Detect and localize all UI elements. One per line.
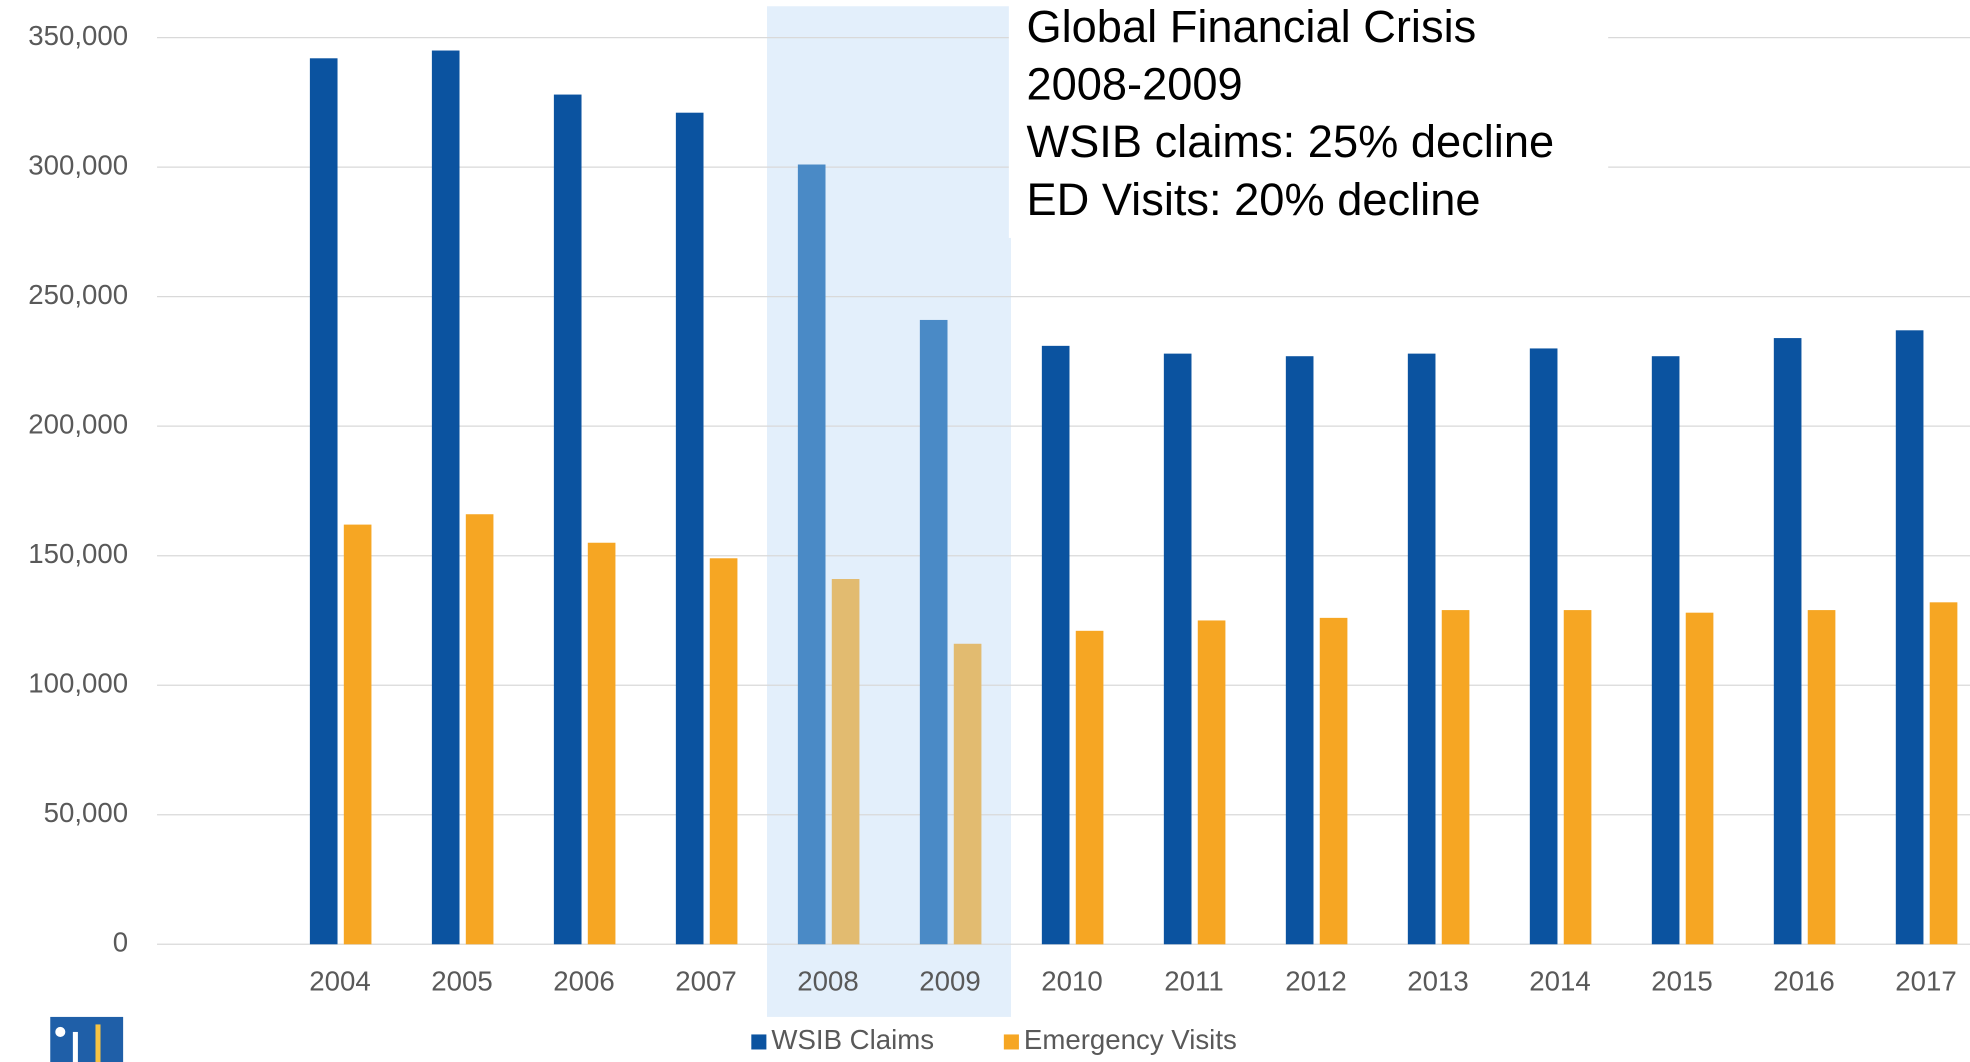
x-tick-label: 2011 [1164,965,1223,996]
annotation-line: 2008-2009 [1026,59,1242,110]
bar [1685,612,1714,945]
bar [797,164,826,945]
x-tick-label: 2006 [553,965,614,996]
x-tick-label: 2010 [1041,965,1102,996]
x-tick-label: 2015 [1651,965,1712,996]
bars: 2004 2005 2006 2007 2008 2009 2010 2011 2012 2013… [309,50,1958,996]
y-tick-label: 250,000 [28,279,128,310]
y-tick-label: 350,000 [28,20,128,51]
bar [675,112,704,945]
legend-swatch [1003,1034,1019,1050]
y-tick-label: 150,000 [28,538,128,569]
x-tick-label: 2007 [675,965,736,996]
logo [50,1016,124,1062]
bar [587,542,616,945]
logo-mark [72,1031,78,1062]
x-tick-label: 2017 [1895,965,1956,996]
legend-label: Emergency Visits [1024,1024,1237,1055]
bar [1807,610,1836,945]
y-tick-label: 50,000 [44,797,128,828]
bar [1407,353,1436,945]
annotation: Global Financial Crisis 2008-2009 WSIB cla… [1026,1,1554,225]
bar [1163,353,1192,945]
annotation-line: WSIB claims: 25% decline [1026,116,1554,167]
bar [1929,602,1958,945]
bar [1895,330,1924,945]
bar [431,50,460,945]
logo-mark [95,1024,101,1062]
bar [1563,610,1592,945]
bar [1773,338,1802,945]
legend: WSIB Claims Emergency Visits [751,1024,1237,1055]
annotation-line: Global Financial Crisis [1026,1,1476,52]
bar [1441,610,1470,945]
bar [465,514,494,945]
bar [1285,356,1314,945]
bar [709,558,738,945]
bar [553,94,582,945]
y-tick-label: 300,000 [28,149,128,180]
bar [343,524,372,945]
annotation-line: ED Visits: 20% decline [1026,174,1480,225]
legend-label: WSIB Claims [771,1024,934,1055]
x-tick-label: 2009 [919,965,980,996]
x-tick-label: 2012 [1285,965,1346,996]
bar [1075,630,1104,945]
bar [1319,617,1348,945]
logo-mark [50,1016,124,1062]
x-tick-label: 2004 [309,965,370,996]
bar [1197,620,1226,945]
x-tick-label: 2016 [1773,965,1834,996]
bar [1651,356,1680,945]
bar [309,58,338,945]
x-tick-label: 2014 [1529,965,1590,996]
x-tick-label: 2008 [797,965,858,996]
y-tick-label: 100,000 [28,668,128,699]
bar [1041,345,1070,945]
y-tick-label: 200,000 [28,408,128,439]
x-tick-label: 2005 [431,965,492,996]
bar [831,579,860,945]
annotation-box [1008,0,1609,238]
bar [953,643,982,945]
legend-swatch [751,1034,767,1050]
x-tick-label: 2013 [1407,965,1468,996]
logo-mark [55,1026,66,1037]
y-tick-label: 0 [113,927,128,958]
bar [1529,348,1558,945]
bar [919,319,948,945]
